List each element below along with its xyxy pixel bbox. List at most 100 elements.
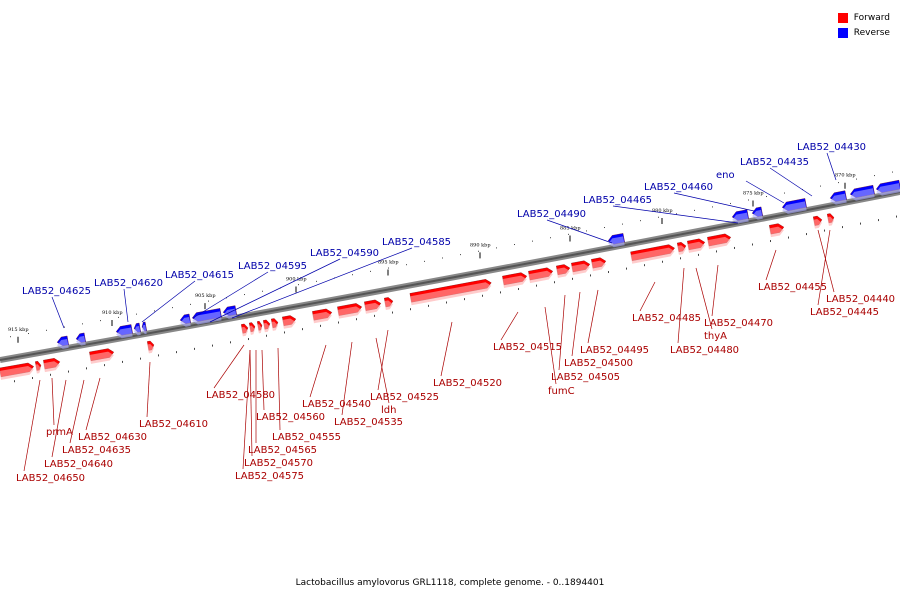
reverse-gene-label: LAB52_04490 <box>517 209 586 220</box>
forward-gene-label: LAB52_04555 <box>272 432 341 443</box>
minor-tick-top <box>352 274 353 276</box>
map-caption: Lactobacillus amylovorus GRL1118, comple… <box>295 578 605 588</box>
reverse-gene-label: LAB52_04430 <box>797 142 866 153</box>
forward-gene-label: LAB52_04515 <box>493 342 562 353</box>
minor-tick-top <box>586 230 587 232</box>
gene-shadow-7 <box>257 324 262 334</box>
forward-leader <box>677 267 685 344</box>
forward-gene-label: LAB52_04495 <box>580 345 649 356</box>
forward-gene-label: LAB52_04525 <box>370 392 439 403</box>
forward-leader <box>440 321 453 377</box>
forward-leader <box>277 347 281 431</box>
minor-tick-top <box>856 178 857 180</box>
minor-tick-bottom <box>374 314 375 317</box>
forward-leader <box>69 379 85 444</box>
minor-tick-bottom <box>518 288 519 291</box>
gene-shadow-29 <box>76 335 86 346</box>
forward-leader <box>711 264 719 317</box>
minor-tick-top <box>100 320 101 322</box>
minor-tick-bottom <box>446 301 447 304</box>
forward-leader <box>309 344 327 398</box>
minor-tick-bottom <box>284 331 285 334</box>
gene-shadow-32 <box>142 324 147 335</box>
minor-tick-top <box>46 329 47 331</box>
minor-tick-top <box>874 175 875 177</box>
minor-tick-top <box>496 247 497 249</box>
minor-tick-top <box>460 254 461 256</box>
reverse-leader <box>673 192 755 212</box>
gene-shadow-24 <box>707 236 731 250</box>
minor-tick-top <box>766 196 767 198</box>
reverse-gene-label: LAB52_04435 <box>740 157 809 168</box>
minor-tick-bottom <box>500 291 501 294</box>
minor-tick-top <box>388 267 389 269</box>
minor-tick-bottom <box>392 311 393 314</box>
minor-tick-bottom <box>14 380 15 383</box>
forward-gene-label: LAB52_04500 <box>564 358 633 369</box>
reverse-leader <box>209 258 341 323</box>
backbone-shadow <box>0 189 900 363</box>
minor-tick-bottom <box>122 360 123 363</box>
minor-tick-top <box>208 300 209 302</box>
gene-shadow-15 <box>409 282 492 306</box>
forward-leader <box>242 349 251 470</box>
forward-gene-label: LAB52_04455 <box>758 282 827 293</box>
minor-tick-top <box>244 294 245 296</box>
reverse-leader <box>123 288 129 323</box>
gene-shadow-3 <box>89 351 114 364</box>
gene-shadow-35 <box>223 308 237 319</box>
minor-tick-top <box>118 316 119 318</box>
reverse-leader <box>192 271 269 319</box>
minor-tick-bottom <box>86 367 87 370</box>
gene-shadow-8 <box>263 322 270 333</box>
scale-label: 910 kbp <box>102 310 123 316</box>
forward-leader <box>544 306 557 385</box>
forward-gene-label: LAB52_04505 <box>551 372 620 383</box>
forward-gene-label: LAB52_04630 <box>78 432 147 443</box>
gene-shadow-13 <box>364 302 381 314</box>
minor-tick-bottom <box>266 334 267 337</box>
minor-tick-top <box>640 220 641 222</box>
minor-tick-bottom <box>698 253 699 256</box>
gene-shadow-9 <box>271 321 278 331</box>
gene-shadow-21 <box>630 247 675 264</box>
forward-leader <box>765 249 777 281</box>
minor-tick-bottom <box>644 264 645 267</box>
minor-tick-bottom <box>32 377 33 380</box>
minor-tick-bottom <box>770 240 771 243</box>
minor-tick-top <box>784 192 785 194</box>
reverse-leader <box>745 180 785 204</box>
forward-leader <box>558 294 566 371</box>
minor-tick-top <box>622 223 623 225</box>
minor-tick-bottom <box>896 215 897 218</box>
gene-shadow-22 <box>677 245 686 255</box>
gene-shadow-14 <box>384 300 393 311</box>
minor-tick-bottom <box>212 344 213 347</box>
minor-tick-top <box>406 264 407 266</box>
minor-tick-bottom <box>626 267 627 270</box>
reverse-leader <box>769 167 813 197</box>
minor-tick-bottom <box>860 222 861 225</box>
gene-shadow-37 <box>732 212 749 224</box>
forward-gene-label: LAB52_04520 <box>433 378 502 389</box>
minor-tick-bottom <box>842 226 843 229</box>
forward-gene-label: LAB52_04580 <box>206 390 275 401</box>
gene-shadow-36 <box>608 236 625 248</box>
gene-shadow-23 <box>687 241 705 253</box>
forward-gene-label: LAB52_04440 <box>826 294 895 305</box>
forward-leader <box>261 349 265 411</box>
reverse-gene-label: LAB52_04590 <box>310 248 379 259</box>
gene-shadow-34 <box>192 311 222 325</box>
gene-shadow-39 <box>782 201 807 214</box>
minor-tick-top <box>748 199 749 201</box>
gene-shadow-40 <box>830 193 847 205</box>
gene-shadow-42 <box>876 183 900 196</box>
reverse-gene-label: LAB52_04465 <box>583 195 652 206</box>
minor-tick-bottom <box>302 328 303 331</box>
forward-gene-label: LAB52_04535 <box>334 417 403 428</box>
forward-gene-label: LAB52_04610 <box>139 419 208 430</box>
forward-leader <box>51 379 67 458</box>
forward-leader <box>817 229 835 293</box>
gene-shadow-26 <box>813 219 822 229</box>
reverse-gene-label: LAB52_04620 <box>94 278 163 289</box>
